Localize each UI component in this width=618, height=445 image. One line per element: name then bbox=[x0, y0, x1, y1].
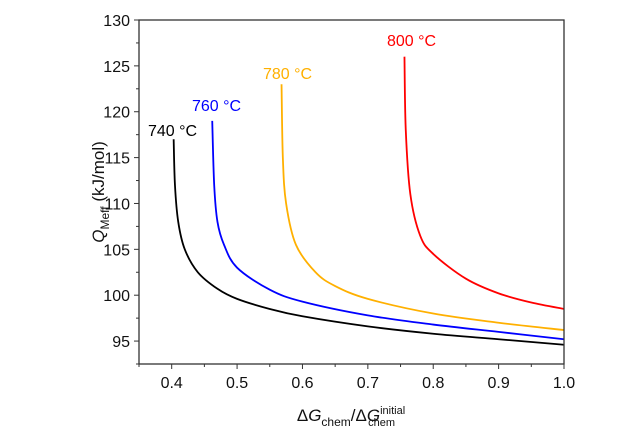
x-tick-label: 0.9 bbox=[487, 375, 509, 392]
x-sub2: chem bbox=[368, 417, 395, 429]
y-sub: Meff bbox=[98, 206, 112, 230]
label-760: 760 °C bbox=[192, 98, 241, 115]
x-tick-label: 0.8 bbox=[422, 375, 444, 392]
series-line-740 bbox=[172, 139, 565, 346]
x-tick-label: 1.0 bbox=[553, 375, 575, 392]
x-sub1: chem bbox=[321, 415, 350, 429]
y-unit: (kJ/mol) bbox=[89, 141, 108, 206]
label-740: 740 °C bbox=[148, 123, 197, 140]
y-tick-label: 105 bbox=[103, 242, 130, 259]
label-800: 800 °C bbox=[387, 33, 436, 50]
x-delta2: Δ bbox=[356, 406, 367, 425]
x-tick-label: 0.7 bbox=[357, 375, 379, 392]
series-line-780 bbox=[280, 84, 565, 331]
plot-frame bbox=[138, 19, 565, 365]
y-tick-label: 130 bbox=[103, 13, 130, 30]
y-tick-label: 100 bbox=[103, 288, 130, 305]
y-q: Q bbox=[89, 230, 108, 243]
x-g1: G bbox=[308, 406, 321, 425]
x-tick-label: 0.4 bbox=[161, 375, 183, 392]
y-tick-label: 110 bbox=[104, 196, 130, 213]
x-delta1: Δ bbox=[297, 406, 308, 425]
curves bbox=[172, 56, 565, 346]
x-slash: / bbox=[351, 406, 356, 425]
y-axis-title: QMeff (kJ/mol) bbox=[89, 141, 112, 243]
series-line-760 bbox=[211, 120, 565, 341]
x-axis-title: ΔGchem/ΔGinitial chem bbox=[297, 405, 405, 429]
y-tick-label: 120 bbox=[103, 105, 130, 122]
x-tick-label: 0.6 bbox=[291, 375, 313, 392]
y-tick-label: 115 bbox=[104, 151, 130, 168]
y-tick-label: 95 bbox=[112, 334, 130, 351]
x-sup2: initial bbox=[380, 405, 405, 417]
x-tick-label: 0.5 bbox=[226, 375, 248, 392]
x-g2: G bbox=[367, 406, 380, 425]
label-780: 780 °C bbox=[263, 66, 312, 83]
ticks: 0.4 0.5 0.6 0.7 0.8 0.9 1.0 95 100 105 110 115 120 12… bbox=[103, 13, 575, 392]
y-tick-label: 125 bbox=[103, 59, 130, 76]
series-line-800 bbox=[403, 56, 565, 310]
